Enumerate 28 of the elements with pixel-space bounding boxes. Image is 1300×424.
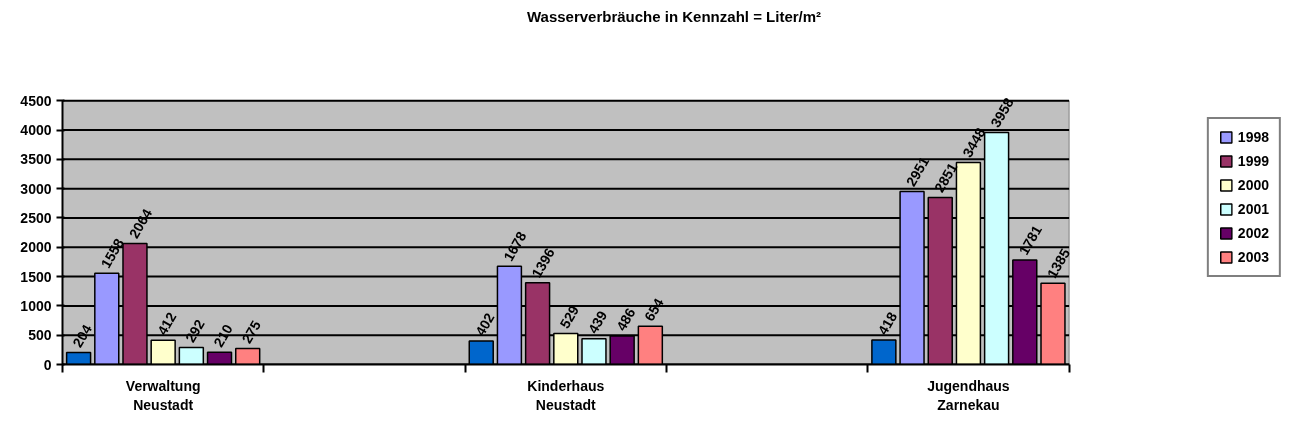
legend-label: 1998 (1237, 128, 1269, 145)
x-tick-label: Jugendhaus Zarnekau (927, 377, 1010, 413)
legend-label: 2001 (1237, 200, 1269, 217)
y-tick-label: 500 (28, 327, 52, 344)
y-tick-label: 4500 (20, 92, 52, 109)
data-label: 486 (612, 305, 639, 334)
y-tick-label: 2500 (20, 209, 52, 226)
data-label: 204 (69, 321, 95, 351)
y-tick-label: 0 (43, 356, 52, 373)
y-tick-label: 3500 (20, 151, 52, 168)
data-label: 292 (182, 316, 208, 345)
y-tick-label: 3000 (20, 180, 52, 197)
y-tick-label: 1500 (20, 268, 52, 285)
data-label: 418 (874, 309, 901, 338)
legend-label: 2000 (1237, 176, 1269, 193)
y-tick-label: 4000 (20, 122, 52, 139)
data-label: 439 (584, 307, 611, 337)
data-label: 412 (153, 309, 180, 338)
chart-title: Wasserverbräuche in Kennzahl = Liter/m² (526, 7, 822, 25)
y-tick-label: 1000 (20, 297, 52, 314)
x-tick-label: Kinderhaus Neustadt (527, 377, 605, 413)
legend-label: 2003 (1237, 248, 1269, 265)
data-label: 402 (471, 310, 498, 339)
legend-label: 1999 (1237, 152, 1269, 169)
legend-label: 2002 (1237, 224, 1269, 241)
y-tick-label: 2000 (20, 239, 52, 256)
data-label: 529 (556, 302, 583, 331)
x-tick-label: Verwaltung Neustadt (125, 377, 201, 413)
